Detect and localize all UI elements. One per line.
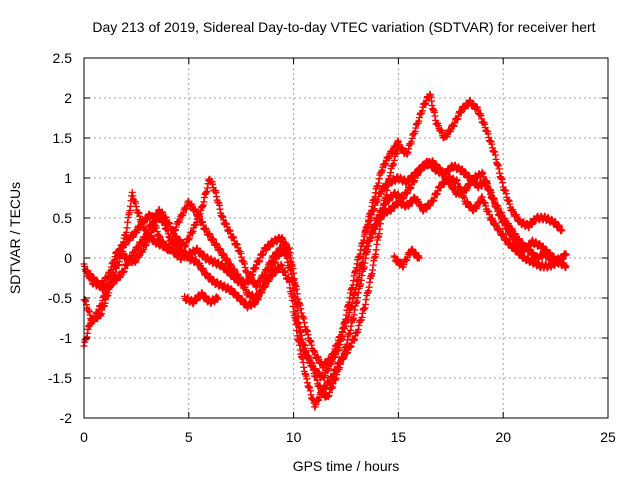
data-point-markers: [80, 157, 570, 382]
x-tick-label: 20: [495, 429, 511, 445]
data-point-markers: [361, 137, 402, 238]
data-point-markers: [390, 245, 423, 271]
series-track-3: [84, 173, 570, 372]
y-tick-label: 0.5: [53, 210, 73, 226]
x-tick-label: 25: [600, 429, 616, 445]
y-tick-label: -2: [60, 410, 73, 426]
plot-frame: [83, 57, 609, 419]
x-axis-title: GPS time / hours: [293, 458, 400, 474]
data-point-markers: [84, 173, 570, 372]
y-tick-label: 0: [64, 250, 72, 266]
data-layer: [80, 90, 570, 411]
chart-title: Day 213 of 2019, Sidereal Day-to-day VTE…: [92, 19, 595, 35]
series-track-5: [181, 137, 423, 308]
x-tick-label: 0: [80, 429, 88, 445]
y-axis-title: SDTVAR / TECUs: [7, 182, 23, 294]
y-tick-label: 2: [64, 90, 72, 106]
axis-layer: 0 5 10 15 20 25 -2 -1.5 -1 -0.5 0 0.5 1 1.5 2 2.5: [48, 50, 616, 445]
data-point-markers: [181, 289, 222, 308]
y-tick-label: -1.5: [48, 370, 72, 386]
y-tick-label: 1.5: [53, 130, 73, 146]
y-tick-label: 2.5: [53, 50, 73, 66]
series-track-2: [80, 157, 570, 382]
y-tick-label: -0.5: [48, 290, 72, 306]
y-tick-label: 1: [64, 170, 72, 186]
x-tick-label: 5: [185, 429, 193, 445]
x-tick-label: 15: [391, 429, 407, 445]
x-tick-label: 10: [286, 429, 302, 445]
y-tick-label: -1: [60, 330, 73, 346]
